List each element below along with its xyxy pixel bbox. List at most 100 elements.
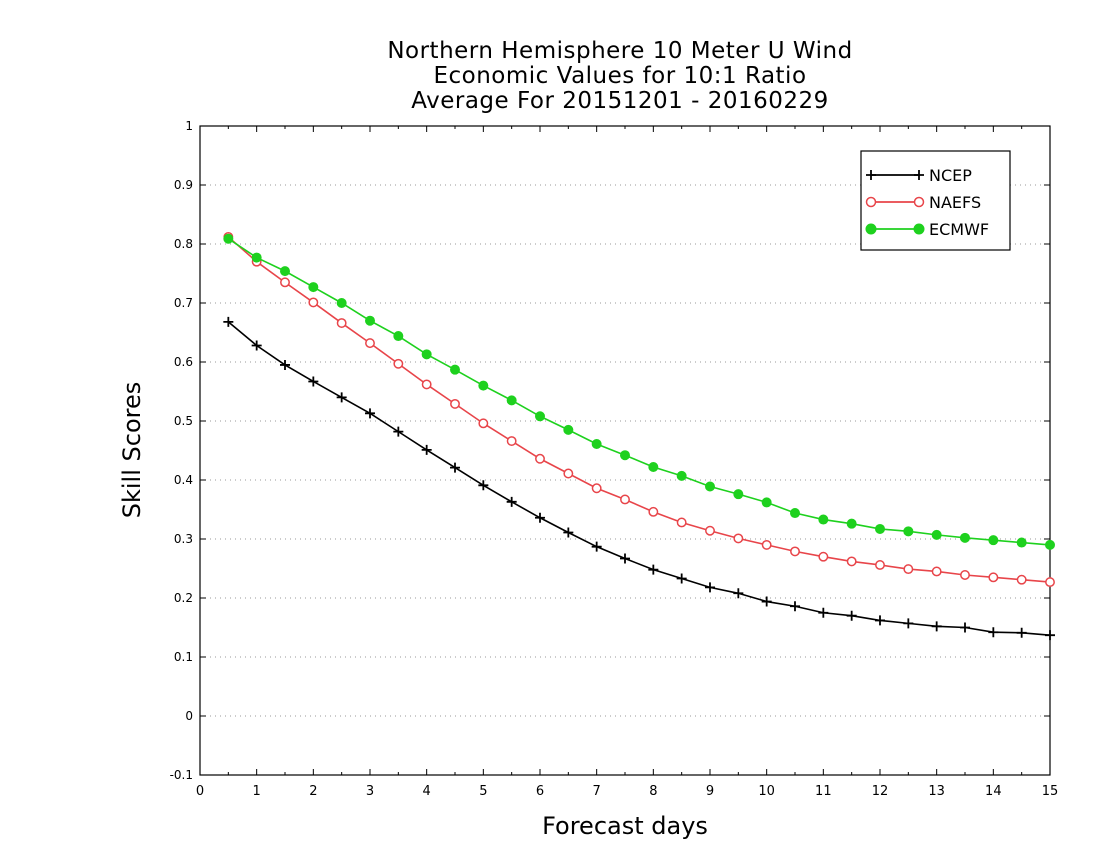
- data-point-naefs: [761, 539, 772, 550]
- data-point-ncep: [790, 601, 800, 612]
- series-line-naefs: [227, 236, 1051, 583]
- data-point-naefs: [591, 483, 602, 494]
- data-point-naefs: [478, 418, 489, 429]
- data-point-ncep: [818, 607, 829, 618]
- x-tick-label: 3: [366, 784, 374, 799]
- data-point-ecmwf: [1045, 539, 1055, 550]
- data-point-naefs: [648, 506, 659, 517]
- data-point-ncep: [988, 627, 999, 638]
- data-point-naefs: [960, 570, 970, 580]
- data-point-ecmwf: [931, 529, 942, 540]
- x-tick-label: 1: [253, 784, 261, 799]
- data-point-naefs: [846, 556, 857, 567]
- data-point-ecmwf: [846, 518, 857, 529]
- data-point-ecmwf: [223, 233, 234, 244]
- data-point-ecmwf: [960, 532, 970, 543]
- data-point-ecmwf: [705, 481, 715, 492]
- data-point-naefs: [421, 379, 432, 390]
- data-point-ecmwf: [478, 380, 489, 391]
- data-point-naefs: [733, 533, 744, 544]
- data-point-naefs: [790, 546, 800, 557]
- data-point-ecmwf: [336, 298, 347, 308]
- data-point-ecmwf: [676, 470, 687, 481]
- chart-title-line-2: Economic Values for 10:1 Ratio: [433, 63, 807, 89]
- data-point-ecmwf: [421, 349, 432, 360]
- data-point-ecmwf: [535, 411, 545, 422]
- data-point-ecmwf: [1016, 537, 1027, 548]
- data-point-ncep: [620, 553, 630, 564]
- chart-title-line-1: Northern Hemisphere 10 Meter U Wind: [387, 38, 853, 64]
- x-tick-label: 15: [1042, 784, 1059, 799]
- x-tick-label: 2: [309, 784, 317, 799]
- legend-marker-ncep: [914, 170, 924, 180]
- data-point-ncep: [931, 621, 942, 632]
- x-tick-label: 5: [479, 784, 487, 799]
- data-point-naefs: [1045, 577, 1055, 588]
- data-point-ncep: [733, 588, 744, 599]
- data-point-ncep: [535, 512, 545, 523]
- data-point-naefs: [280, 277, 290, 288]
- data-point-naefs: [988, 572, 999, 583]
- data-point-naefs: [535, 453, 545, 464]
- y-tick-label: 0.5: [174, 414, 193, 428]
- data-point-naefs: [1016, 574, 1027, 585]
- y-tick-label: 0.3: [174, 532, 193, 546]
- data-point-ecmwf: [818, 514, 829, 525]
- y-axis-label: Skill Scores: [118, 381, 146, 519]
- data-point-ncep: [1045, 630, 1055, 641]
- data-point-naefs: [563, 468, 574, 479]
- data-point-ecmwf: [280, 266, 290, 277]
- data-point-ncep: [280, 359, 290, 370]
- data-point-ncep: [875, 615, 885, 626]
- data-point-ncep: [421, 444, 432, 455]
- chart-title-line-3: Average For 20151201 - 20160229: [411, 88, 829, 114]
- data-point-ecmwf: [591, 439, 602, 450]
- data-point-ncep: [648, 564, 659, 575]
- data-point-ncep: [705, 582, 715, 593]
- data-point-ecmwf: [506, 395, 517, 406]
- legend-label-ecmwf: ECMWF: [929, 220, 989, 239]
- legend-marker-naefs: [913, 196, 925, 208]
- x-tick-label: 7: [593, 784, 601, 799]
- x-tick-label: 10: [758, 784, 775, 799]
- series-line-ncep: [227, 321, 1051, 636]
- data-point-ncep: [251, 340, 262, 351]
- x-tick-label: 14: [985, 784, 1002, 799]
- x-tick-label: 6: [536, 784, 544, 799]
- data-point-naefs: [336, 318, 347, 329]
- legend-label-ncep: NCEP: [929, 166, 972, 185]
- data-point-ecmwf: [761, 497, 772, 508]
- data-point-ecmwf: [988, 535, 999, 546]
- data-point-ncep: [846, 610, 857, 621]
- legend-marker-ncep: [866, 170, 876, 180]
- y-tick-label: 0.9: [174, 178, 193, 192]
- data-point-naefs: [676, 517, 687, 528]
- data-point-ecmwf: [648, 462, 659, 473]
- y-tick-label: 0: [185, 709, 193, 723]
- data-point-ecmwf: [875, 523, 885, 534]
- legend-marker-ecmwf: [913, 223, 925, 235]
- x-tick-label: 13: [928, 784, 945, 799]
- data-point-ecmwf: [733, 489, 744, 500]
- legend-label-naefs: NAEFS: [929, 193, 981, 212]
- y-tick-label: 0.2: [174, 591, 193, 605]
- data-point-naefs: [506, 436, 517, 447]
- data-point-naefs: [705, 525, 715, 536]
- data-point-ncep: [393, 426, 404, 437]
- y-tick-label: 0.1: [174, 650, 193, 664]
- y-tick-label: 0.8: [174, 237, 193, 251]
- data-point-ncep: [960, 622, 970, 633]
- data-point-naefs: [818, 551, 829, 562]
- data-point-naefs: [393, 358, 404, 369]
- y-tick-label: 1: [185, 119, 193, 133]
- data-point-ncep: [478, 480, 489, 491]
- data-point-ncep: [450, 462, 460, 473]
- x-tick-label: 11: [815, 784, 832, 799]
- data-point-ncep: [365, 408, 375, 419]
- data-point-ecmwf: [393, 331, 404, 342]
- x-tick-label: 0: [196, 784, 204, 799]
- x-axis-label: Forecast days: [542, 812, 708, 840]
- legend-marker-naefs: [865, 196, 877, 208]
